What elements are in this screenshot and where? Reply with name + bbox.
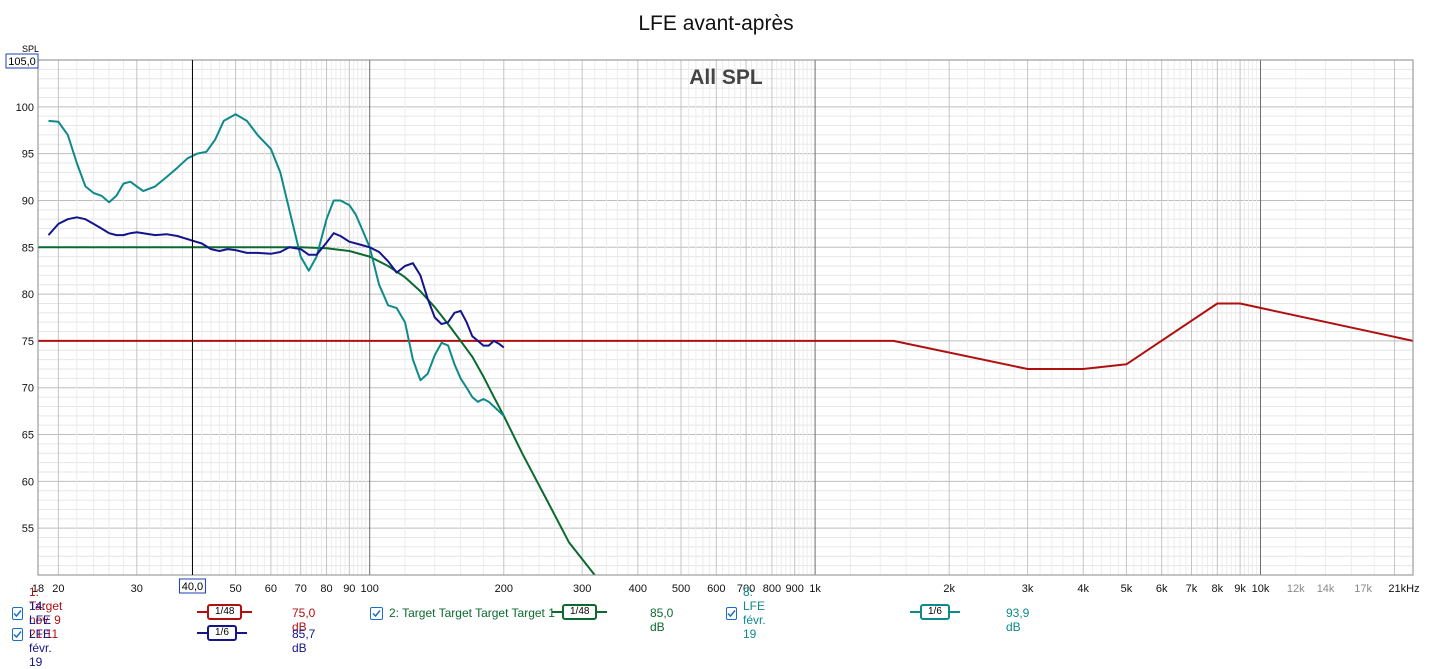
x-tick-label: 20 (52, 583, 64, 595)
y-tick-label: 60 (22, 476, 34, 488)
x-tick-label: 8k (1212, 583, 1224, 595)
legend-level: 85,7 dB (292, 627, 316, 655)
smoothing-badge-series-1[interactable]: 1/48 (197, 604, 253, 620)
y-axis-label: SPL (22, 44, 39, 54)
legend-level: 93,9 dB (1006, 606, 1030, 634)
x-tick-label: 50 (229, 583, 241, 595)
x-tick-label: 18 (32, 583, 44, 595)
y-tick-label: 85 (22, 242, 34, 254)
legend-label: 8: LFE févr. 19 (743, 585, 766, 641)
x-tick-label: 200 (495, 583, 513, 595)
x-tick-label: 300 (573, 583, 591, 595)
legend-label: 2: Target Target Target Target 1 (389, 606, 555, 620)
series-line-3 (48, 113, 505, 417)
x-tick-label: 9k (1234, 583, 1246, 595)
smoothing-value: 1/48 (207, 604, 243, 620)
legend-label: 14: LFE LFE févr. 19 (29, 599, 52, 669)
legend-item-series-8[interactable]: 8: LFE févr. 19 (726, 585, 768, 641)
legend-item-series-14[interactable]: 14: LFE LFE févr. 19 (12, 599, 54, 669)
chart-series-group (38, 113, 1413, 575)
chart-title: LFE avant-après (638, 12, 793, 35)
x-tick-label: 4k (1077, 583, 1089, 595)
y-tick-label: 95 (22, 149, 34, 161)
x-tick-label: 90 (343, 583, 355, 595)
frequency-response-chart[interactable]: LFE avant-après All SPL SPL 55 60 65 70 75 80… (0, 0, 1433, 600)
y-tick-label: 70 (22, 383, 34, 395)
x-tick-label: 2k (943, 583, 955, 595)
legend-level: 75,0 dB (292, 606, 316, 634)
chart-subtitle: All SPL (689, 66, 763, 89)
x-tick-label: 60 (265, 583, 277, 595)
checkbox-icon[interactable] (370, 606, 383, 620)
y-tick-label: 75 (22, 336, 34, 348)
x-tick-label: 700 (737, 583, 755, 595)
x-tick-label: 12k (1287, 583, 1305, 595)
smoothing-value: 1/6 (207, 625, 237, 641)
x-tick-label: 1k (809, 583, 821, 595)
x-tick-label: 70 (295, 583, 307, 595)
x-tick-label: 900 (786, 583, 804, 595)
checkbox-icon[interactable] (12, 627, 23, 641)
x-tick-label: 30 (131, 583, 143, 595)
smoothing-value: 1/6 (920, 604, 950, 620)
plot-area-border (37, 59, 1414, 576)
y-tick-label: 80 (22, 289, 34, 301)
legend-item-series-2[interactable]: 2: Target Target Target Target 1 (370, 604, 555, 622)
legend-item-series-1[interactable]: 1: Target nov. 9 21:11 (12, 585, 64, 641)
series-line-4 (47, 216, 505, 349)
checkbox-icon[interactable] (726, 606, 737, 620)
y-tick-label: 90 (22, 195, 34, 207)
x-tick-label: 500 (672, 583, 690, 595)
cursor-y-readout: 105,0 (8, 56, 36, 68)
legend-level: 85,0 dB (650, 606, 674, 634)
x-tick-label: 14k (1317, 583, 1335, 595)
x-tick-label: 21kHz (1388, 583, 1419, 595)
chart-grid (38, 60, 1413, 575)
cursor-y-readout-box (5, 53, 39, 69)
x-tick-label: 10k (1252, 583, 1270, 595)
smoothing-badge-series-2[interactable]: 1/48 (552, 604, 608, 620)
smoothing-value: 1/48 (562, 604, 598, 620)
smoothing-badge-series-8[interactable]: 1/6 (910, 604, 960, 620)
x-tick-label: 3k (1022, 583, 1034, 595)
x-tick-label: 6k (1156, 583, 1168, 595)
checkbox-icon[interactable] (12, 606, 23, 620)
x-tick-label: 400 (629, 583, 647, 595)
y-tick-label: 65 (22, 430, 34, 442)
x-tick-label: 80 (320, 583, 332, 595)
x-tick-label: 100 (361, 583, 379, 595)
x-tick-label: 800 (763, 583, 781, 595)
legend-label: 1: Target nov. 9 21:11 (29, 585, 63, 641)
y-tick-label: 100 (16, 102, 34, 114)
series-line-2 (38, 246, 596, 575)
x-tick-label: 600 (707, 583, 725, 595)
series-line-1 (38, 302, 1413, 370)
smoothing-badge-series-14[interactable]: 1/6 (197, 625, 247, 641)
x-tick-label: 5k (1121, 583, 1133, 595)
y-tick-label: 55 (22, 523, 34, 535)
axis-ticks: 55 60 65 70 75 80 85 90 95 100 18 20 30 50 60 70 80 90 100… (16, 102, 1420, 595)
cursor-x-readout: 40,0 (182, 581, 203, 593)
x-tick-label: 17k (1354, 583, 1372, 595)
cursor-x-readout-box (178, 578, 206, 594)
cursor-group[interactable]: 40,0 105,0 (5, 53, 206, 594)
x-tick-label: 7k (1186, 583, 1198, 595)
